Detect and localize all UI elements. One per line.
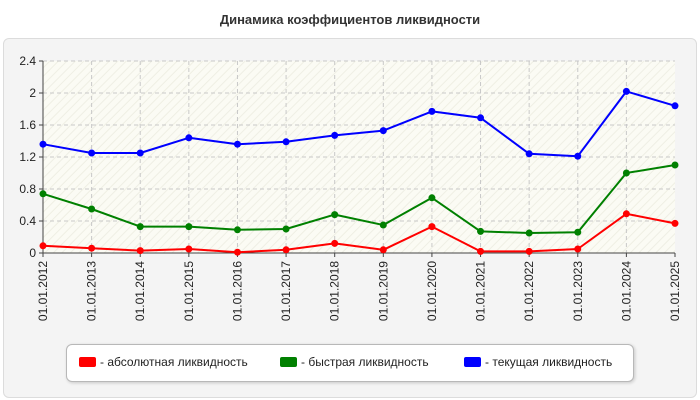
data-point xyxy=(88,149,96,157)
data-point xyxy=(282,138,290,146)
data-point xyxy=(136,223,144,231)
legend-swatch-current xyxy=(464,357,481,367)
legend-label-absolute: - абсолютная ликвидность xyxy=(100,355,248,369)
data-point xyxy=(525,229,533,237)
data-point xyxy=(88,205,96,213)
data-point xyxy=(379,246,387,254)
legend: - абсолютная ликвидность - быстрая ликви… xyxy=(66,344,634,382)
y-tick-label: 1.6 xyxy=(19,118,36,132)
series-2 xyxy=(39,87,679,160)
data-point xyxy=(671,102,679,110)
data-point xyxy=(136,149,144,157)
data-point xyxy=(622,210,630,218)
y-tick-label: 2 xyxy=(29,86,36,100)
data-point xyxy=(185,134,193,142)
data-point xyxy=(379,221,387,229)
legend-label-current: - текущая ликвидность xyxy=(485,355,613,369)
data-point xyxy=(185,223,193,231)
series-line xyxy=(42,90,676,158)
x-tick-label: 01.01.2012 xyxy=(36,261,50,321)
axes: 0 0.4 0.8 1.2 1.6 2 2.4 01.01.2012 01.01.2013 01.… xyxy=(19,54,682,321)
data-point xyxy=(331,211,339,219)
x-tick-label: 01.01.2025 xyxy=(668,261,682,321)
x-tick-label: 01.01.2014 xyxy=(133,261,147,321)
data-point xyxy=(379,127,387,135)
data-point xyxy=(233,248,241,256)
data-point xyxy=(39,140,47,148)
data-point xyxy=(428,223,436,231)
data-point xyxy=(331,239,339,247)
x-tick-label: 01.01.2023 xyxy=(571,261,585,321)
grid-lines xyxy=(43,60,675,253)
legend-item-current: - текущая ликвидность xyxy=(464,354,612,370)
series-line xyxy=(42,212,676,254)
x-tick-label: 01.01.2024 xyxy=(619,261,633,321)
data-point xyxy=(282,225,290,233)
data-point xyxy=(233,140,241,148)
data-point xyxy=(39,190,47,198)
legend-item-quick: - быстрая ликвидность xyxy=(280,354,429,370)
data-point xyxy=(88,244,96,252)
legend-swatch-absolute xyxy=(79,357,96,367)
series-layer xyxy=(39,87,679,256)
data-point xyxy=(185,245,193,253)
data-point xyxy=(428,194,436,202)
x-tick-label: 01.01.2019 xyxy=(376,261,390,321)
data-point xyxy=(622,169,630,177)
series-0 xyxy=(39,210,679,256)
data-point xyxy=(622,87,630,95)
data-point xyxy=(525,247,533,255)
x-tick-label: 01.01.2020 xyxy=(425,261,439,321)
data-point xyxy=(574,152,582,160)
data-point xyxy=(574,245,582,253)
data-point xyxy=(477,247,485,255)
data-point xyxy=(136,247,144,255)
legend-label-quick: - быстрая ликвидность xyxy=(301,355,429,369)
x-tick-label: 01.01.2022 xyxy=(522,261,536,321)
x-tick-label: 01.01.2021 xyxy=(474,261,488,321)
legend-item-absolute: - абсолютная ликвидность xyxy=(79,354,248,370)
data-point xyxy=(233,226,241,234)
y-tick-label: 0.8 xyxy=(19,182,36,196)
legend-swatch-quick xyxy=(280,357,297,367)
data-point xyxy=(331,131,339,139)
x-tick-label: 01.01.2015 xyxy=(182,261,196,321)
y-tick-label: 1.2 xyxy=(19,150,36,164)
x-tick-label: 01.01.2017 xyxy=(279,261,293,321)
x-tick-label: 01.01.2016 xyxy=(230,261,244,321)
x-tick-label: 01.01.2013 xyxy=(85,261,99,321)
data-point xyxy=(525,150,533,158)
y-tick-label: 0.4 xyxy=(19,214,36,228)
data-point xyxy=(282,246,290,254)
y-tick-label: 0 xyxy=(29,246,36,260)
y-tick-label: 2.4 xyxy=(19,54,36,68)
data-point xyxy=(671,219,679,227)
chart-title: Динамика коэффициентов ликвидности xyxy=(219,12,481,27)
data-point xyxy=(428,107,436,115)
data-point xyxy=(574,228,582,236)
data-point xyxy=(477,227,485,235)
data-point xyxy=(477,114,485,122)
data-point xyxy=(671,161,679,169)
series-line xyxy=(42,164,676,234)
data-point xyxy=(39,242,47,250)
series-1 xyxy=(39,161,679,237)
x-tick-label: 01.01.2018 xyxy=(328,261,342,321)
